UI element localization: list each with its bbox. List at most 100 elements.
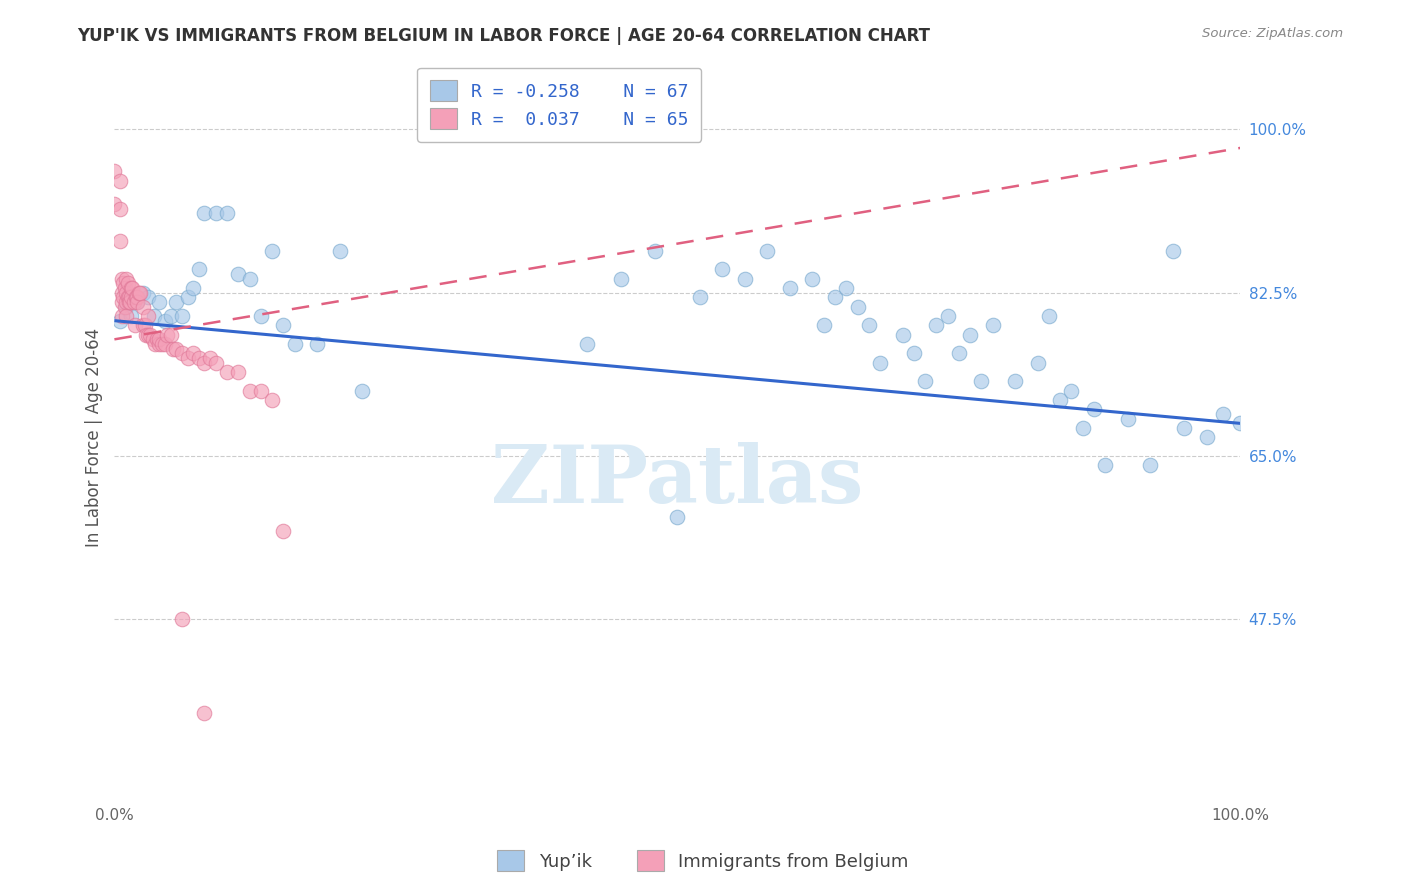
- Point: [193, 356, 215, 370]
- Point: [111, 271, 134, 285]
- Point: [187, 262, 209, 277]
- Point: [135, 327, 157, 342]
- Point: [1049, 392, 1071, 407]
- Point: [711, 262, 734, 277]
- Point: [165, 342, 187, 356]
- Point: [858, 318, 880, 333]
- Point: [114, 295, 136, 310]
- Point: [1004, 375, 1026, 389]
- Point: [1094, 458, 1116, 473]
- Text: Source: ZipAtlas.com: Source: ZipAtlas.com: [1202, 27, 1343, 40]
- Point: [125, 290, 148, 304]
- Point: [1195, 430, 1218, 444]
- Point: [111, 309, 134, 323]
- Legend: R = -0.258    N = 67, R =  0.037    N = 65: R = -0.258 N = 67, R = 0.037 N = 65: [418, 68, 702, 142]
- Point: [903, 346, 925, 360]
- Point: [125, 295, 148, 310]
- Point: [801, 271, 824, 285]
- Point: [136, 290, 159, 304]
- Point: [1026, 356, 1049, 370]
- Point: [170, 346, 193, 360]
- Point: [108, 173, 131, 187]
- Point: [1083, 402, 1105, 417]
- Point: [129, 285, 152, 300]
- Point: [193, 706, 215, 720]
- Point: [136, 327, 159, 342]
- Point: [176, 290, 198, 304]
- Point: [959, 327, 981, 342]
- Point: [108, 313, 131, 327]
- Point: [121, 281, 143, 295]
- Point: [779, 281, 801, 295]
- Point: [271, 318, 294, 333]
- Point: [108, 202, 131, 216]
- Point: [111, 295, 134, 310]
- Point: [936, 309, 959, 323]
- Point: [118, 295, 141, 310]
- Point: [170, 309, 193, 323]
- Point: [869, 356, 891, 370]
- Point: [1161, 244, 1184, 258]
- Point: [846, 300, 869, 314]
- Point: [283, 337, 305, 351]
- Point: [914, 375, 936, 389]
- Point: [215, 365, 238, 379]
- Point: [120, 281, 142, 295]
- Point: [238, 384, 260, 398]
- Point: [131, 300, 153, 314]
- Point: [891, 327, 914, 342]
- Text: ZIPatlas: ZIPatlas: [491, 442, 863, 520]
- Point: [117, 290, 139, 304]
- Point: [142, 309, 165, 323]
- Point: [948, 346, 970, 360]
- Point: [136, 309, 159, 323]
- Point: [114, 300, 136, 314]
- Point: [1229, 417, 1251, 431]
- Point: [1116, 411, 1139, 425]
- Point: [352, 384, 374, 398]
- Point: [128, 285, 150, 300]
- Point: [120, 295, 142, 310]
- Point: [111, 285, 134, 300]
- Point: [112, 290, 135, 304]
- Point: [114, 285, 136, 300]
- Point: [131, 318, 153, 333]
- Point: [215, 206, 238, 220]
- Point: [198, 351, 221, 365]
- Point: [756, 244, 779, 258]
- Point: [139, 327, 162, 342]
- Point: [165, 295, 187, 310]
- Point: [142, 332, 165, 346]
- Point: [112, 277, 135, 291]
- Point: [118, 290, 141, 304]
- Point: [576, 337, 599, 351]
- Point: [125, 290, 148, 304]
- Point: [271, 524, 294, 538]
- Point: [734, 271, 756, 285]
- Point: [204, 356, 226, 370]
- Point: [159, 327, 181, 342]
- Point: [689, 290, 711, 304]
- Y-axis label: In Labor Force | Age 20-64: In Labor Force | Age 20-64: [86, 328, 103, 547]
- Point: [226, 267, 249, 281]
- Point: [835, 281, 858, 295]
- Point: [193, 206, 215, 220]
- Point: [122, 295, 145, 310]
- Point: [124, 318, 146, 333]
- Point: [666, 509, 689, 524]
- Point: [813, 318, 835, 333]
- Point: [143, 337, 166, 351]
- Point: [204, 206, 226, 220]
- Point: [134, 318, 156, 333]
- Point: [108, 235, 131, 249]
- Point: [260, 392, 283, 407]
- Point: [153, 313, 176, 327]
- Point: [176, 351, 198, 365]
- Point: [148, 295, 170, 310]
- Point: [117, 277, 139, 291]
- Point: [970, 375, 993, 389]
- Point: [181, 281, 204, 295]
- Point: [249, 384, 271, 398]
- Point: [1139, 458, 1161, 473]
- Point: [148, 332, 170, 346]
